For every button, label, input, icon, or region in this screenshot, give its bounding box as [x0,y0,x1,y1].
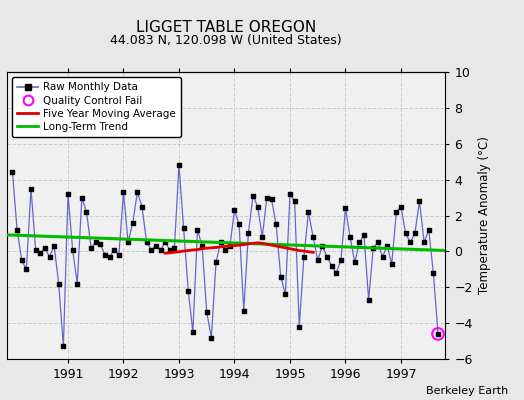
Point [434,331,442,337]
Point [249,192,257,199]
Point [388,261,396,267]
Point [337,257,345,264]
Point [143,239,151,246]
Text: LIGGET TABLE OREGON: LIGGET TABLE OREGON [136,20,316,35]
Point [378,254,387,260]
Point [133,189,141,195]
Point [272,221,280,228]
Point [226,243,234,249]
Point [147,246,156,253]
Point [54,280,63,287]
Point [369,245,377,251]
Point [50,243,58,249]
Point [64,191,72,197]
Point [161,239,169,246]
Point [323,254,331,260]
Point [105,254,114,260]
Point [175,162,183,168]
Point [138,203,146,210]
Point [244,230,253,237]
Point [119,189,128,195]
Point [355,239,364,246]
Point [27,186,35,192]
Point [92,239,100,246]
Point [309,234,318,240]
Point [383,243,391,249]
Point [374,239,382,246]
Point [424,227,433,233]
Point [258,234,266,240]
Point [128,220,137,226]
Legend: Raw Monthly Data, Quality Control Fail, Five Year Moving Average, Long-Term Tren: Raw Monthly Data, Quality Control Fail, … [12,77,181,137]
Point [41,245,49,251]
Point [18,257,26,264]
Point [193,227,202,233]
Point [221,246,230,253]
Point [239,307,248,314]
Point [166,246,174,253]
Point [31,246,40,253]
Point [36,250,45,256]
Point [22,266,30,272]
Point [318,243,326,249]
Point [332,270,341,276]
Point [360,232,368,238]
Point [207,334,215,341]
Point [365,297,373,303]
Point [290,198,299,204]
Text: Berkeley Earth: Berkeley Earth [426,386,508,396]
Point [328,262,336,269]
Point [286,191,294,197]
Point [411,230,419,237]
Point [231,207,239,213]
Point [115,252,123,258]
Point [313,257,322,264]
Point [304,209,313,215]
Point [267,196,276,202]
Point [341,205,350,212]
Point [69,246,77,253]
Point [281,291,290,298]
Y-axis label: Temperature Anomaly (°C): Temperature Anomaly (°C) [478,136,492,294]
Point [277,273,285,280]
Point [254,203,262,210]
Point [189,329,197,335]
Point [184,288,192,294]
Point [59,343,68,350]
Point [416,198,424,204]
Point [397,203,405,210]
Point [170,245,179,251]
Point [78,194,86,201]
Title: 44.083 N, 120.098 W (United States): 44.083 N, 120.098 W (United States) [111,34,342,47]
Point [198,243,206,249]
Point [401,230,410,237]
Point [179,225,188,231]
Point [96,241,105,248]
Point [420,239,428,246]
Point [156,246,165,253]
Point [235,221,243,228]
Point [124,239,132,246]
Point [203,309,211,316]
Point [151,243,160,249]
Point [392,209,400,215]
Point [13,227,21,233]
Point [73,280,81,287]
Point [45,254,53,260]
Point [82,209,91,215]
Point [429,270,438,276]
Point [295,324,303,330]
Point [216,239,225,246]
Point [434,331,442,337]
Point [351,259,359,265]
Point [300,254,308,260]
Point [263,194,271,201]
Point [8,169,17,176]
Point [87,245,95,251]
Point [212,259,220,265]
Point [406,239,414,246]
Point [101,252,109,258]
Point [346,234,354,240]
Point [110,246,118,253]
